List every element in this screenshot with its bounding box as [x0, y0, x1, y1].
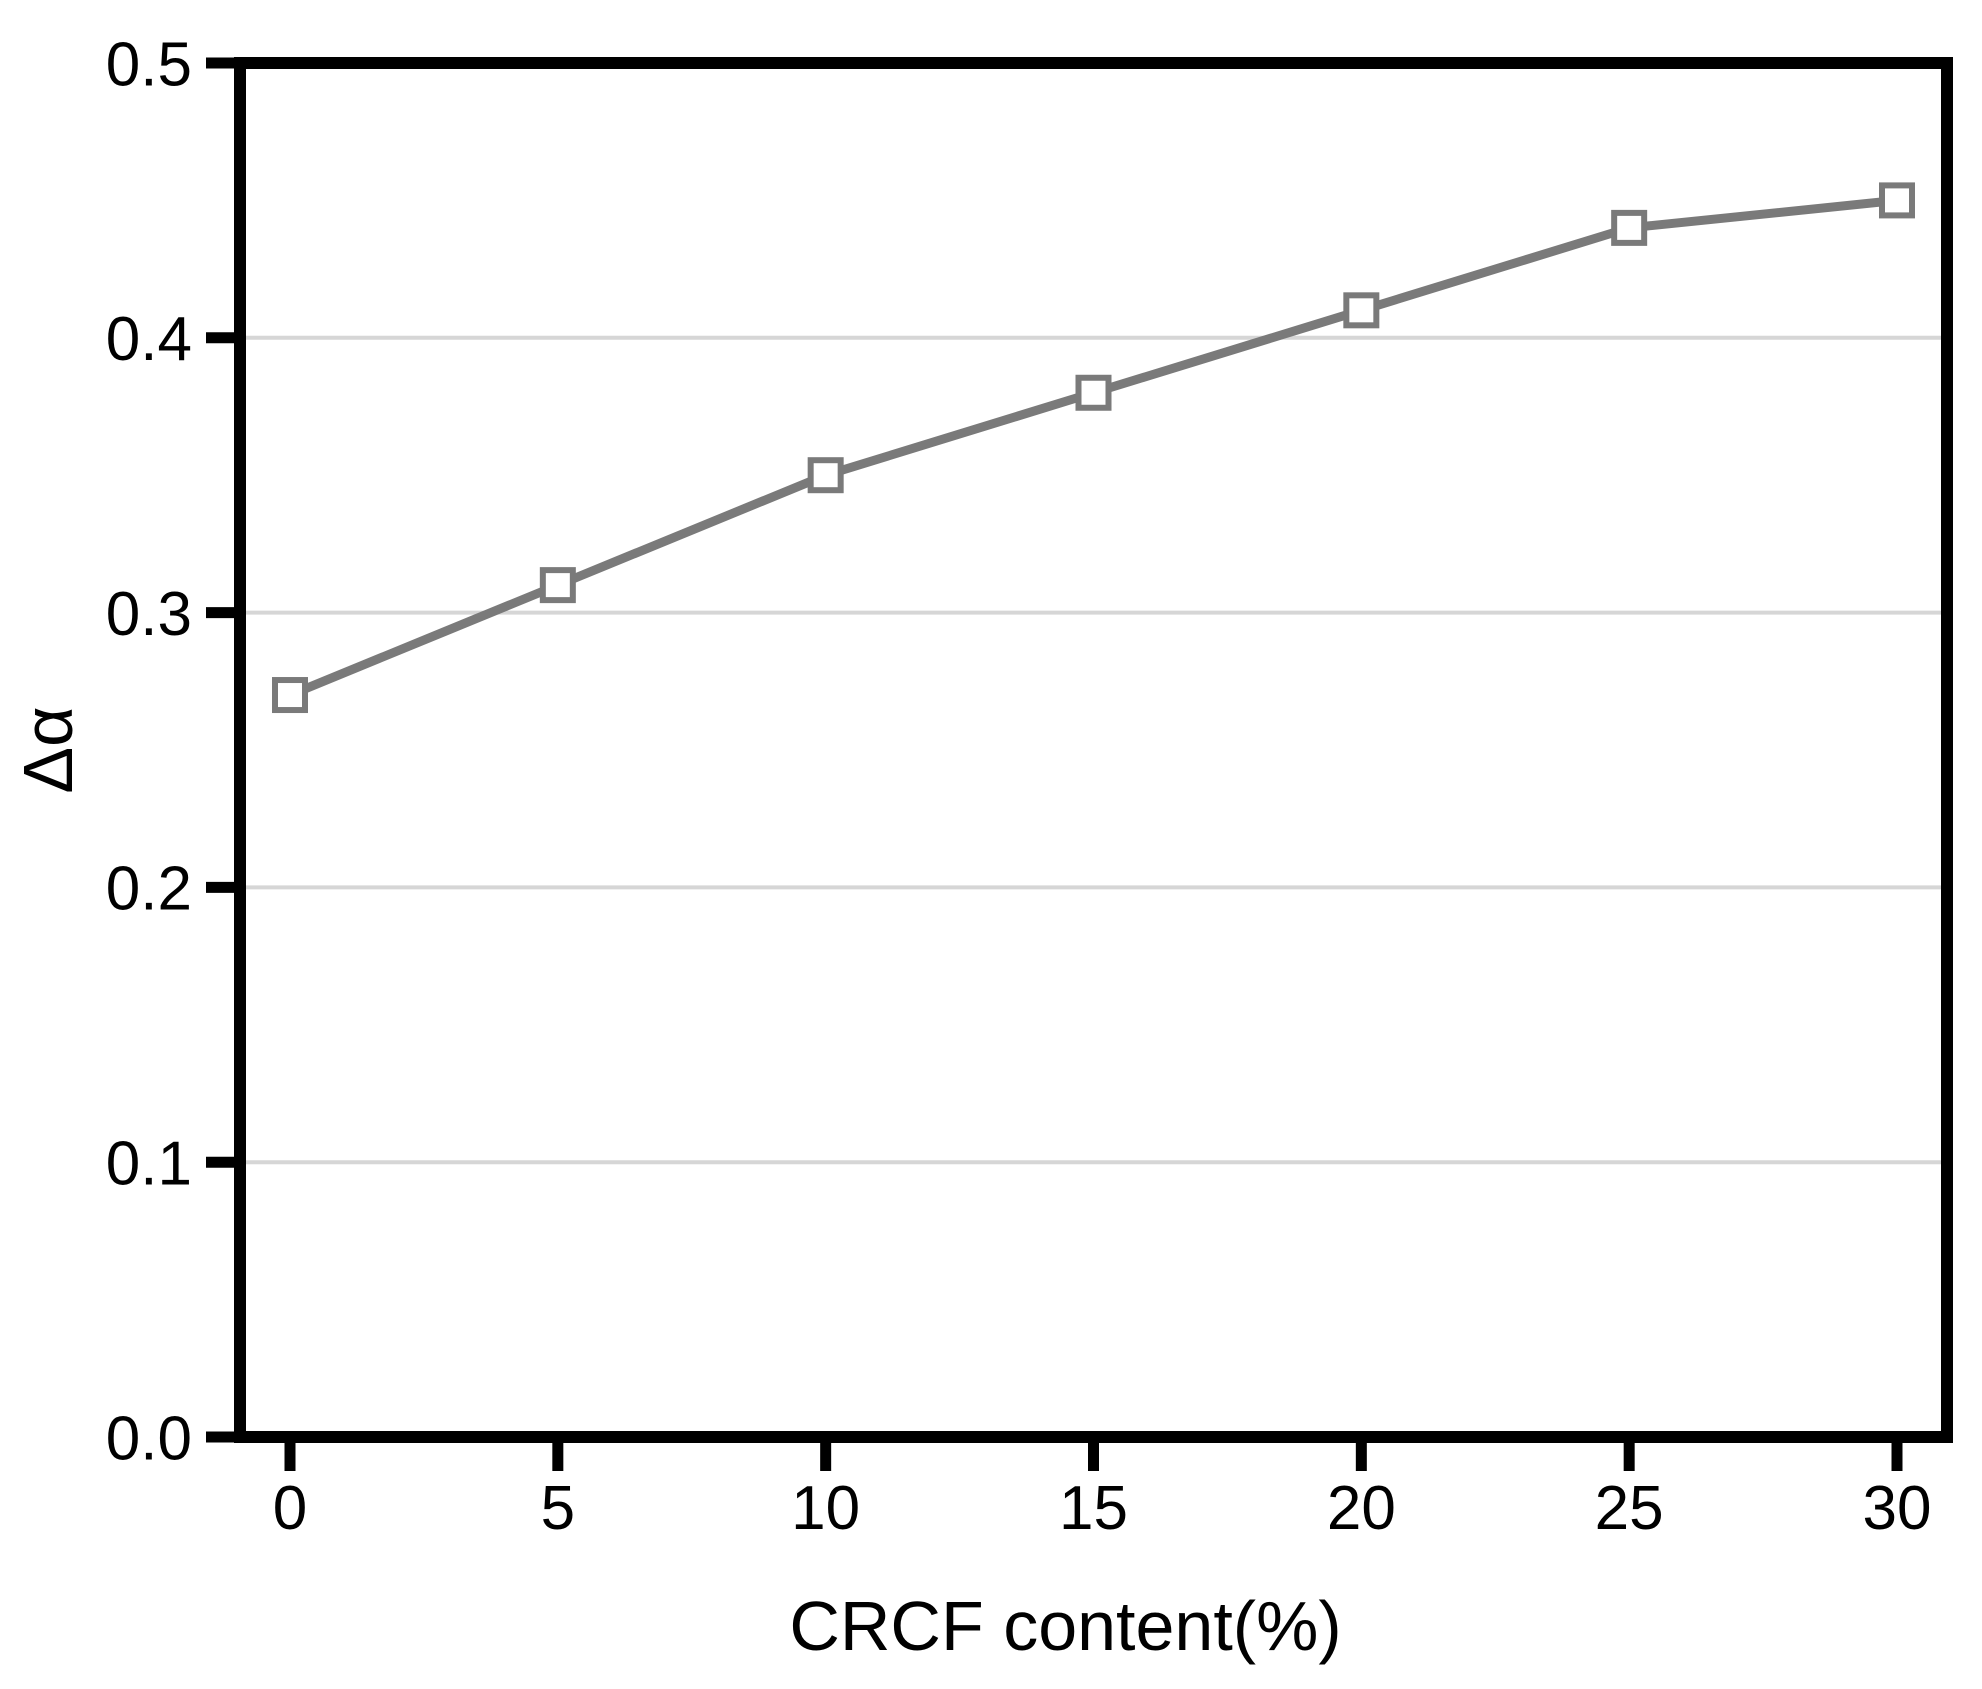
y-tick-label: 0.1: [106, 1130, 192, 1199]
data-point-marker: [539, 567, 576, 604]
plot-frame: [234, 57, 1953, 1443]
series-line: [285, 195, 1902, 700]
x-tick-label: 25: [1595, 1474, 1664, 1543]
data-point-marker: [1611, 209, 1648, 246]
data-point-marker: [807, 457, 844, 494]
data-point-marker: [1343, 292, 1380, 329]
y-axis-title: Δα: [9, 706, 87, 793]
y-tick-label: 0.0: [106, 1404, 192, 1473]
data-point-marker: [1879, 182, 1915, 219]
tick-marks: [206, 57, 1903, 1471]
x-tick-label: 5: [541, 1474, 575, 1543]
gridlines: [246, 335, 1941, 1165]
y-tick-label: 0.3: [106, 580, 192, 649]
x-tick-label: 0: [273, 1474, 307, 1543]
y-tick-label: 0.2: [106, 855, 192, 924]
axes: [234, 57, 1953, 1443]
x-tick-label: 15: [1059, 1474, 1128, 1543]
x-tick-label: 20: [1327, 1474, 1396, 1543]
data-point-marker: [272, 677, 308, 714]
data-series: [272, 182, 1915, 714]
y-tick-label: 0.5: [106, 30, 192, 99]
tick-labels: 0.0 0.1 0.2 0.3 0.4 0.5 0 5 10 15 20 25 30: [106, 30, 1932, 1543]
x-tick-label: 30: [1863, 1474, 1932, 1543]
y-tick-label: 0.4: [106, 305, 192, 374]
x-tick-label: 10: [791, 1474, 860, 1543]
data-point-marker: [1075, 374, 1112, 411]
x-axis-title: CRCF content(%): [789, 1587, 1341, 1665]
